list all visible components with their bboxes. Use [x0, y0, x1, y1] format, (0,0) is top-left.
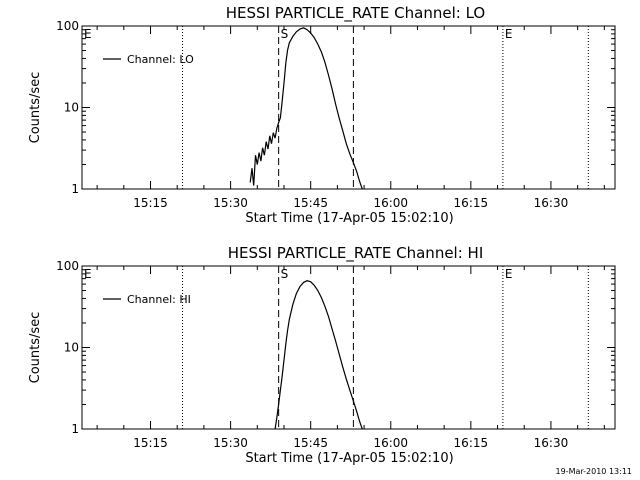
chart-title: HESSI PARTICLE_RATE Channel: HI: [228, 244, 484, 263]
x-tick-label: 15:45: [293, 436, 328, 450]
chart-title: HESSI PARTICLE_RATE Channel: LO: [226, 4, 485, 23]
x-tick-label: 15:45: [293, 196, 328, 210]
x-tick-label: 16:15: [454, 196, 489, 210]
y-axis-label: Counts/sec: [28, 72, 43, 144]
marker-label: S: [281, 267, 289, 281]
x-tick-label: 16:00: [373, 436, 408, 450]
y-tick-label: 10: [64, 101, 79, 115]
y-tick-label: 100: [56, 19, 79, 33]
x-tick-label: 16:30: [534, 196, 569, 210]
x-tick-label: 15:30: [213, 436, 248, 450]
series-line: [249, 27, 363, 190]
footer-timestamp: 19-Mar-2010 13:11: [556, 467, 633, 476]
chart-panel-hi: HESSI PARTICLE_RATE Channel: HI 15:15 15:3…: [28, 244, 616, 466]
x-tick-label: 16:15: [454, 436, 489, 450]
x-tick-label: 15:15: [133, 436, 168, 450]
x-axis-label: Start Time (17-Apr-05 15:02:10): [245, 211, 453, 226]
y-tick-label: 100: [56, 259, 79, 273]
y-tick-label: 1: [71, 182, 79, 196]
x-tick-label: 15:30: [213, 196, 248, 210]
x-tick-label: 16:00: [373, 196, 408, 210]
plot-frame: [81, 25, 616, 190]
x-tick-label: 15:15: [133, 196, 168, 210]
plot-frame: [81, 265, 616, 430]
marker-label: E: [505, 27, 513, 41]
chart-panel-lo: HESSI PARTICLE_RATE Channel: LO 15:15 15:3…: [28, 4, 616, 226]
marker-label: E: [505, 267, 513, 281]
x-axis-label: Start Time (17-Apr-05 15:02:10): [245, 451, 453, 466]
y-tick-label: 10: [64, 341, 79, 355]
legend-entry: Channel: HI: [127, 293, 191, 306]
y-tick-label: 1: [71, 422, 79, 436]
legend-entry: Channel: LO: [127, 53, 194, 66]
series-line: [274, 280, 363, 430]
x-tick-label: 16:30: [534, 436, 569, 450]
y-axis-label: Counts/sec: [28, 312, 43, 384]
marker-label: S: [281, 27, 289, 41]
marker-label: E: [84, 267, 92, 281]
marker-label: E: [84, 27, 92, 41]
